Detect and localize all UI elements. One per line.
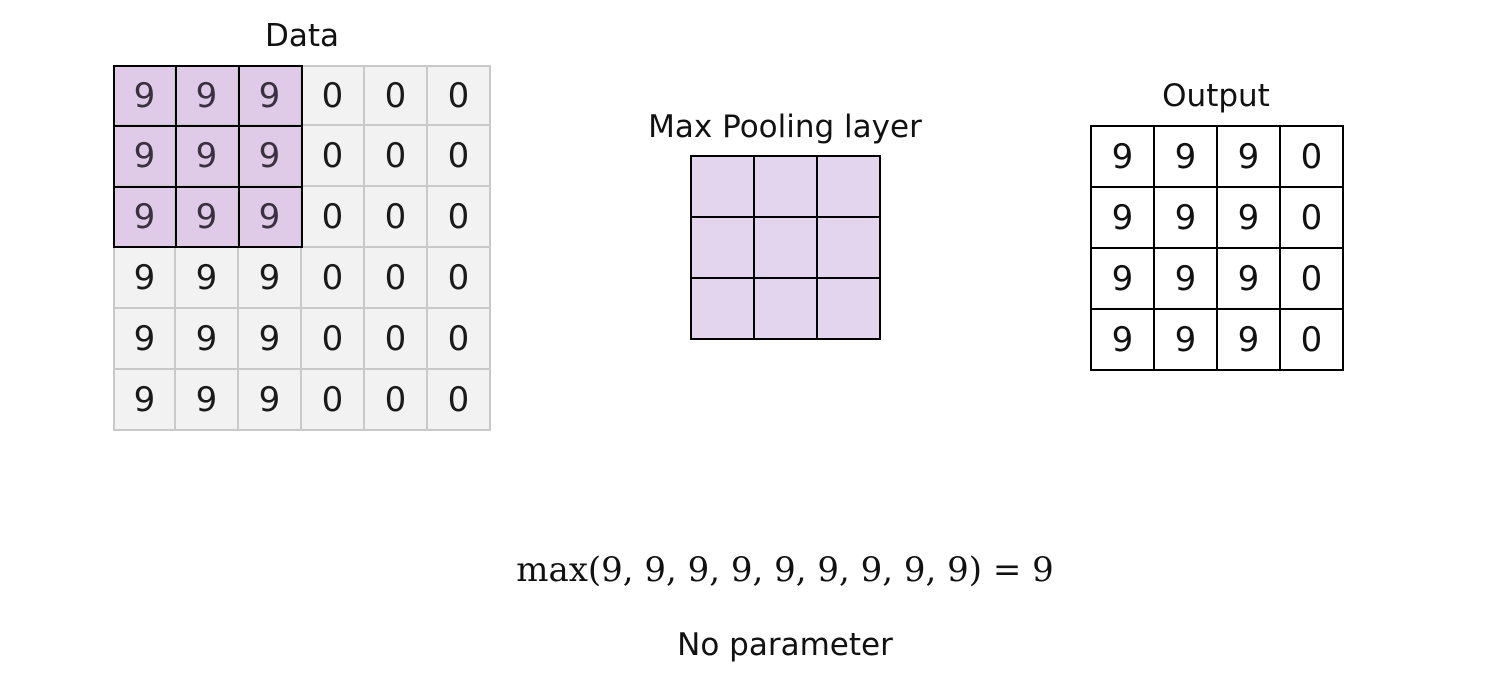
pooling-kernel-cell [818,157,881,218]
pooling-kernel-cell [755,157,818,218]
data-cell: 9 [239,309,302,370]
pooling-kernel-cell [818,279,881,340]
pooling-kernel-cell [755,218,818,279]
no-parameter-note: No parameter [677,627,893,663]
data-cell: 9 [239,187,302,248]
max-formula: max(9, 9, 9, 9, 9, 9, 9, 9, 9) = 9 [516,550,1054,590]
data-cell: 0 [428,370,491,431]
data-cell: 9 [113,65,176,126]
output-cell: 0 [1281,310,1344,371]
output-cell: 9 [1155,310,1218,371]
data-cell: 9 [176,370,239,431]
output-cell: 9 [1092,188,1155,249]
data-cell: 0 [365,248,428,309]
output-cell: 9 [1218,188,1281,249]
data-cell: 9 [176,187,239,248]
data-cell: 0 [302,187,365,248]
output-cell: 9 [1092,249,1155,310]
output-cell: 9 [1155,249,1218,310]
output-cell: 9 [1092,310,1155,371]
output-cell: 9 [1218,310,1281,371]
pooling-kernel-cell [692,279,755,340]
data-title: Data [264,18,340,54]
data-cell: 9 [113,126,176,187]
data-cell: 0 [428,248,491,309]
data-cell: 0 [365,370,428,431]
output-cell: 9 [1155,127,1218,188]
output-title: Output [1162,78,1270,114]
data-cell: 9 [176,248,239,309]
data-cell: 0 [302,370,365,431]
output-cell: 9 [1155,188,1218,249]
pooling-kernel-cell [692,157,755,218]
data-cell: 9 [113,187,176,248]
data-cell: 9 [113,309,176,370]
data-cell: 0 [365,126,428,187]
data-cell: 0 [428,126,491,187]
data-cell: 9 [239,370,302,431]
data-cell: 9 [176,126,239,187]
data-cell: 0 [365,187,428,248]
pooling-kernel-cell [818,218,881,279]
data-cell: 0 [302,248,365,309]
data-cell: 0 [302,65,365,126]
data-cell: 9 [176,309,239,370]
pooling-kernel-grid [690,155,881,340]
output-cell: 0 [1281,127,1344,188]
data-cell: 9 [239,248,302,309]
data-cell: 9 [176,65,239,126]
output-cell: 9 [1092,127,1155,188]
data-cell: 0 [365,65,428,126]
data-cell: 0 [302,309,365,370]
data-cell: 0 [428,65,491,126]
pooling-kernel-cell [692,218,755,279]
data-cell: 0 [428,309,491,370]
output-cell: 0 [1281,249,1344,310]
data-cell: 0 [365,309,428,370]
data-cell: 9 [113,370,176,431]
output-cell: 9 [1218,127,1281,188]
data-cell: 9 [113,248,176,309]
data-cell: 9 [239,126,302,187]
output-cell: 9 [1218,249,1281,310]
pooling-kernel-cell [755,279,818,340]
data-cell: 0 [302,126,365,187]
data-cell: 0 [428,187,491,248]
pooling-layer-title: Max Pooling layer [648,109,922,145]
data-cell: 9 [239,65,302,126]
output-cell: 0 [1281,188,1344,249]
